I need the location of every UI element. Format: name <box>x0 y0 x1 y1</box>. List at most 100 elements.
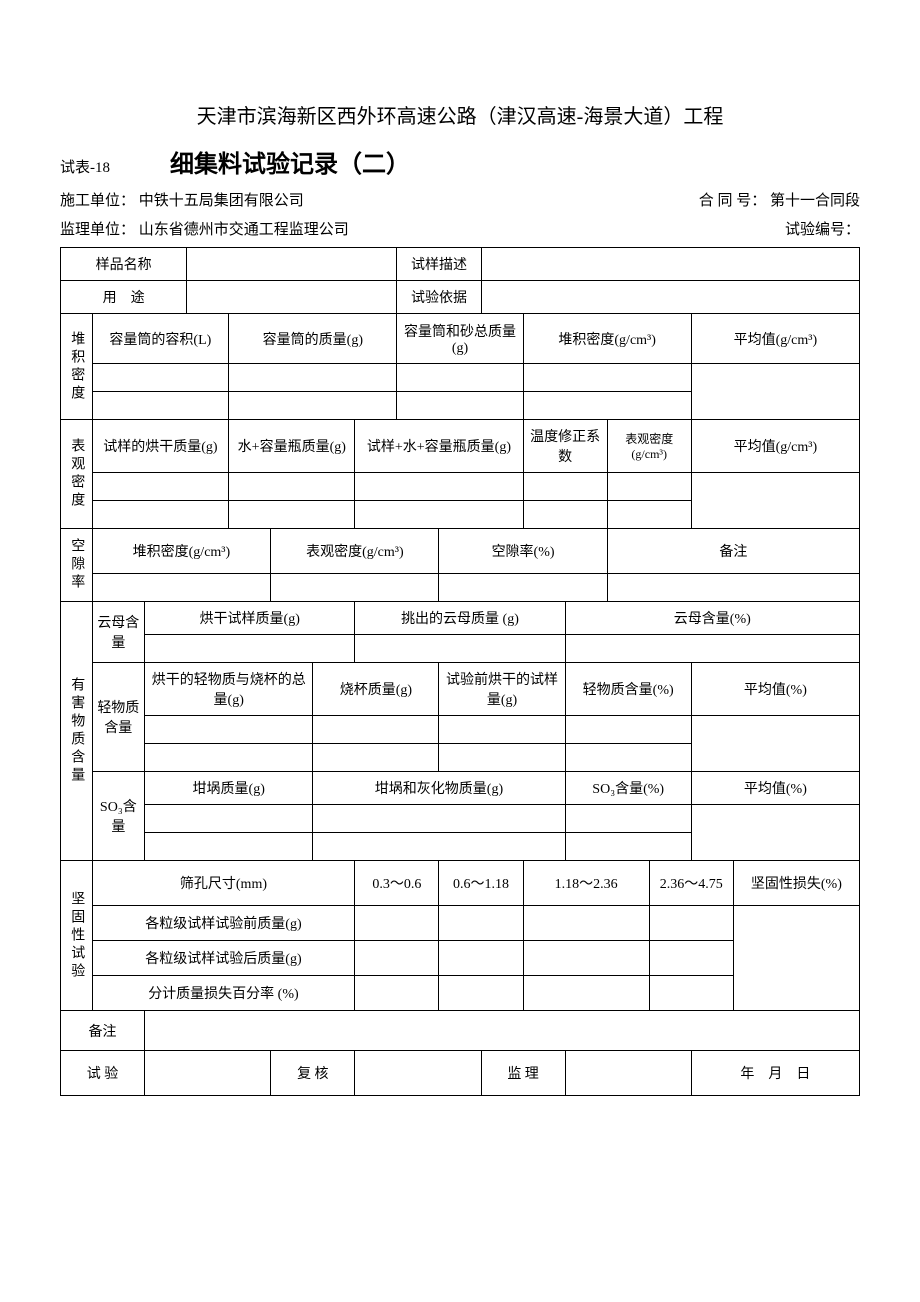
test-number-label: 试验编号： <box>785 218 860 239</box>
remark-value <box>145 1011 860 1051</box>
sound-loss-value <box>733 906 859 1011</box>
apparent-density-section: 表观密度 <box>61 420 93 529</box>
app-col6: 平均值(g/cm³) <box>691 420 859 473</box>
project-title: 天津市滨海新区西外环高速公路（津汉高速-海景大道）工程 <box>60 100 860 129</box>
bulk-col3: 容量筒和砂总质量(g) <box>397 314 523 364</box>
sound-range3: 1.18～2.36 <box>523 861 649 906</box>
remark-label: 备注 <box>61 1011 145 1051</box>
light-r1c2 <box>313 716 439 744</box>
test-label: 试 验 <box>61 1051 145 1096</box>
sound-r3c3 <box>523 941 649 976</box>
bulk-r1c1 <box>92 364 229 392</box>
info-row-1: 施工单位： 中铁十五局集团有限公司 合 同 号： 第十一合同段 <box>60 189 860 210</box>
so3-r2c1 <box>145 833 313 861</box>
so3-col3: SO₃含量(%) <box>565 772 691 805</box>
supervision-unit: 山东省德州市交通工程监理公司 <box>139 222 349 238</box>
so3-r-avg <box>691 805 859 861</box>
app-r2c1 <box>92 501 229 529</box>
form-title: 细集料试验记录（二） <box>170 144 410 179</box>
mica-label: 云母含量 <box>92 602 145 663</box>
sample-name-label: 样品名称 <box>61 248 187 281</box>
por-r1c2 <box>271 574 439 602</box>
bulk-r-avg <box>691 364 859 420</box>
por-r1c1 <box>92 574 271 602</box>
light-col4: 轻物质含量(%) <box>565 663 691 716</box>
app-r1c4 <box>523 473 607 501</box>
app-col4: 温度修正系数 <box>523 420 607 473</box>
bulk-r1c2 <box>229 364 397 392</box>
app-r2c2 <box>229 501 355 529</box>
test-value <box>145 1051 271 1096</box>
bulk-col5: 平均值(g/cm³) <box>691 314 859 364</box>
por-r1c4 <box>607 574 859 602</box>
light-r1c3 <box>439 716 565 744</box>
app-col5: 表观密度(g/cm³) <box>607 420 691 473</box>
por-col1: 堆积密度(g/cm³) <box>92 529 271 574</box>
sound-r2c4 <box>649 906 733 941</box>
usage-label: 用 途 <box>61 281 187 314</box>
supervision-label: 监 理 <box>481 1051 565 1096</box>
light-r2c3 <box>439 744 565 772</box>
por-col2: 表观密度(g/cm³) <box>271 529 439 574</box>
sound-r4c1 <box>355 976 439 1011</box>
info-row-2: 监理单位： 山东省德州市交通工程监理公司 试验编号： <box>60 218 860 239</box>
sound-row1-label: 筛孔尺寸(mm) <box>92 861 355 906</box>
por-col4: 备注 <box>607 529 859 574</box>
sound-r2c2 <box>439 906 523 941</box>
sound-r2c1 <box>355 906 439 941</box>
app-r2c3 <box>355 501 523 529</box>
app-r2c5 <box>607 501 691 529</box>
bulk-r1c4 <box>523 364 691 392</box>
bulk-r2c3 <box>397 392 523 420</box>
supervision-value <box>565 1051 691 1096</box>
app-r1c3 <box>355 473 523 501</box>
mica-r1c2 <box>355 635 565 663</box>
contract-number: 第十一合同段 <box>770 193 860 209</box>
so3-label: SO₃含量 <box>92 772 145 861</box>
so3-r2c3 <box>565 833 691 861</box>
sound-row2-label: 各粒级试样试验前质量(g) <box>92 906 355 941</box>
sound-row3-label: 各粒级试样试验后质量(g) <box>92 941 355 976</box>
date-label: 年 月 日 <box>691 1051 859 1096</box>
sound-r4c2 <box>439 976 523 1011</box>
por-r1c3 <box>439 574 607 602</box>
app-col3: 试样+水+容量瓶质量(g) <box>355 420 523 473</box>
sound-r4c4 <box>649 976 733 1011</box>
contract-label: 合 同 号： <box>699 193 767 209</box>
so3-col4: 平均值(%) <box>691 772 859 805</box>
app-col2: 水+容量瓶质量(g) <box>229 420 355 473</box>
sound-loss-label: 坚固性损失(%) <box>733 861 859 906</box>
so3-r1c2 <box>313 805 565 833</box>
app-col1: 试样的烘干质量(g) <box>92 420 229 473</box>
app-r1c1 <box>92 473 229 501</box>
sound-range2: 0.6～1.18 <box>439 861 523 906</box>
sound-r3c1 <box>355 941 439 976</box>
soundness-section: 坚固性试验 <box>61 861 93 1011</box>
light-r2c2 <box>313 744 439 772</box>
bulk-r1c3 <box>397 364 523 392</box>
light-col1: 烘干的轻物质与烧杯的总量(g) <box>145 663 313 716</box>
sample-desc-value <box>481 248 859 281</box>
bulk-col1: 容量筒的容积(L) <box>92 314 229 364</box>
supervision-unit-label: 监理单位： <box>60 222 135 238</box>
sample-desc-label: 试样描述 <box>397 248 481 281</box>
light-r1c4 <box>565 716 691 744</box>
light-r-avg <box>691 716 859 772</box>
sound-r3c2 <box>439 941 523 976</box>
form-header: 试表-18 细集料试验记录（二） <box>60 144 860 179</box>
test-basis-value <box>481 281 859 314</box>
mica-col1: 烘干试样质量(g) <box>145 602 355 635</box>
usage-value <box>187 281 397 314</box>
harmful-section: 有害物质含量 <box>61 602 93 861</box>
mica-col2: 挑出的云母质量 (g) <box>355 602 565 635</box>
construction-unit-label: 施工单位： <box>60 193 135 209</box>
sound-range1: 0.3～0.6 <box>355 861 439 906</box>
light-r1c1 <box>145 716 313 744</box>
main-table: 样品名称 试样描述 用 途 试验依据 堆积密度 容量筒的容积(L) 容量筒的质量… <box>60 247 860 1096</box>
construction-unit: 中铁十五局集团有限公司 <box>139 193 304 209</box>
light-col2: 烧杯质量(g) <box>313 663 439 716</box>
sound-row4-label: 分计质量损失百分率 (%) <box>92 976 355 1011</box>
light-col3: 试验前烘干的试样量(g) <box>439 663 565 716</box>
app-r-avg <box>691 473 859 529</box>
porosity-section: 空隙率 <box>61 529 93 602</box>
